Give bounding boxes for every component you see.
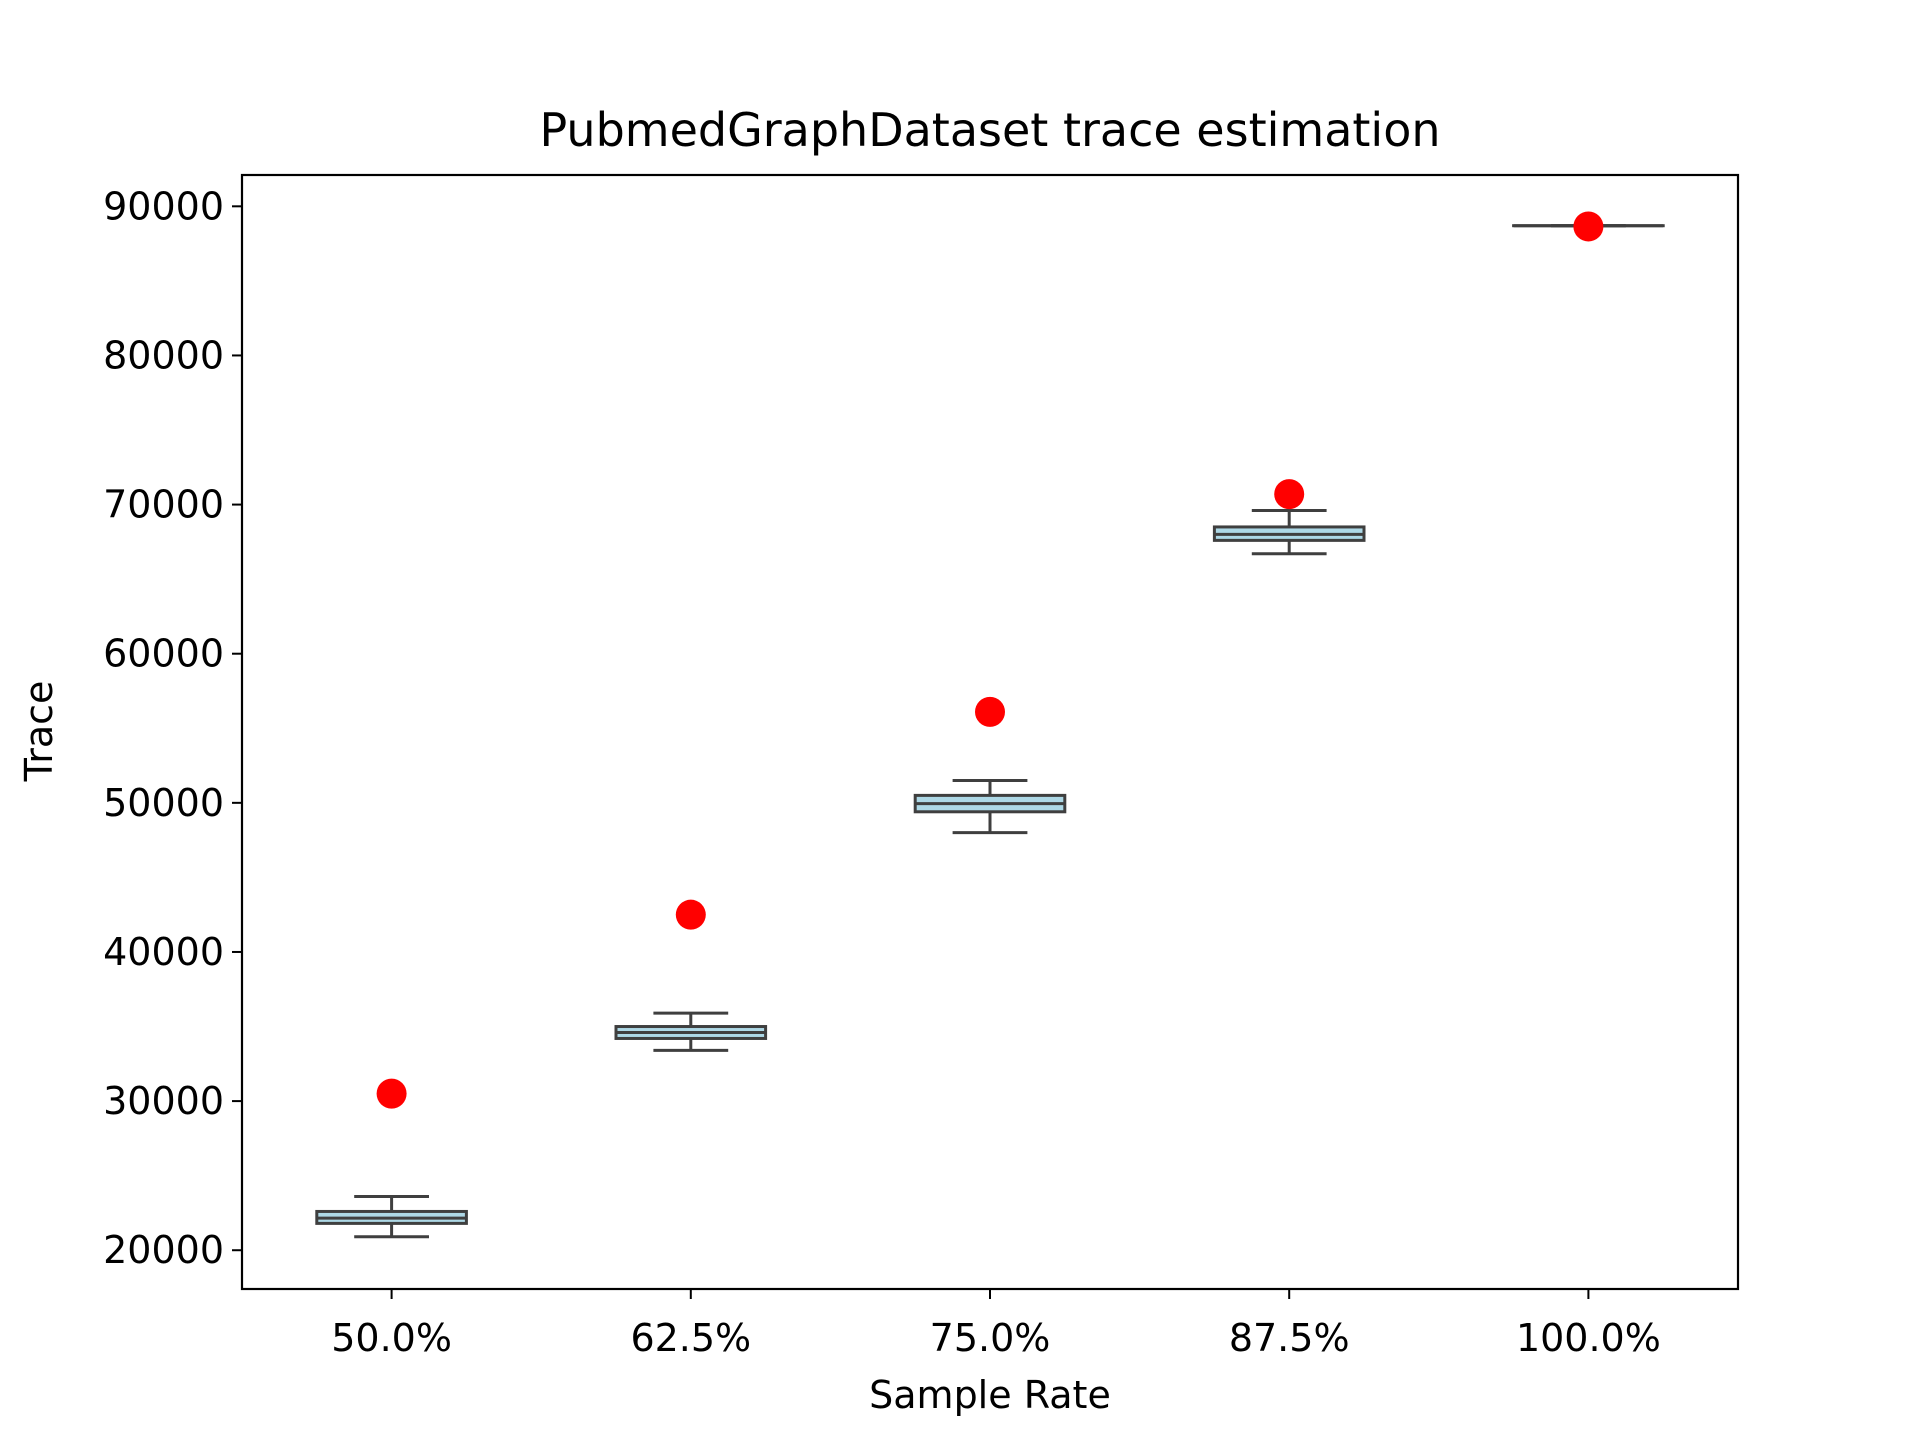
y-axis: 20000 30000 40000 50000 60000 70000 80000 90000 — [103, 184, 242, 1272]
box-group — [913, 778, 1067, 835]
x-tick-label: 75.0% — [930, 1316, 1051, 1360]
x-tick-label: 50.0% — [331, 1316, 452, 1360]
estimate-point — [675, 899, 706, 930]
estimate-point — [1573, 211, 1604, 242]
estimate-point — [1274, 479, 1305, 510]
y-tick-label: 70000 — [103, 483, 224, 527]
x-axis: 50.0% 62.5% 75.0% 87.5% 100.0% — [331, 1289, 1661, 1360]
x-tick-label: 87.5% — [1229, 1316, 1350, 1360]
box-group — [1212, 509, 1366, 556]
estimate-point — [975, 696, 1005, 727]
box-group — [614, 1011, 768, 1052]
x-tick-label: 100.0% — [1516, 1316, 1661, 1360]
estimate-point — [376, 1078, 407, 1109]
y-tick-label: 50000 — [103, 781, 224, 825]
box-group — [315, 1195, 468, 1239]
plot-area — [315, 211, 1665, 1239]
y-tick-label: 30000 — [103, 1079, 224, 1123]
y-tick-label: 20000 — [103, 1228, 224, 1272]
y-tick-label: 90000 — [103, 184, 224, 228]
x-tick-label: 62.5% — [630, 1316, 751, 1360]
y-tick-label: 80000 — [103, 333, 224, 377]
x-axis-label: Sample Rate — [869, 1373, 1111, 1417]
y-tick-label: 60000 — [103, 632, 224, 676]
y-tick-label: 40000 — [103, 930, 224, 974]
chart-title: PubmedGraphDataset trace estimation — [540, 103, 1441, 157]
y-axis-label: Trace — [17, 681, 61, 783]
axes-frame — [240, 173, 1740, 1291]
